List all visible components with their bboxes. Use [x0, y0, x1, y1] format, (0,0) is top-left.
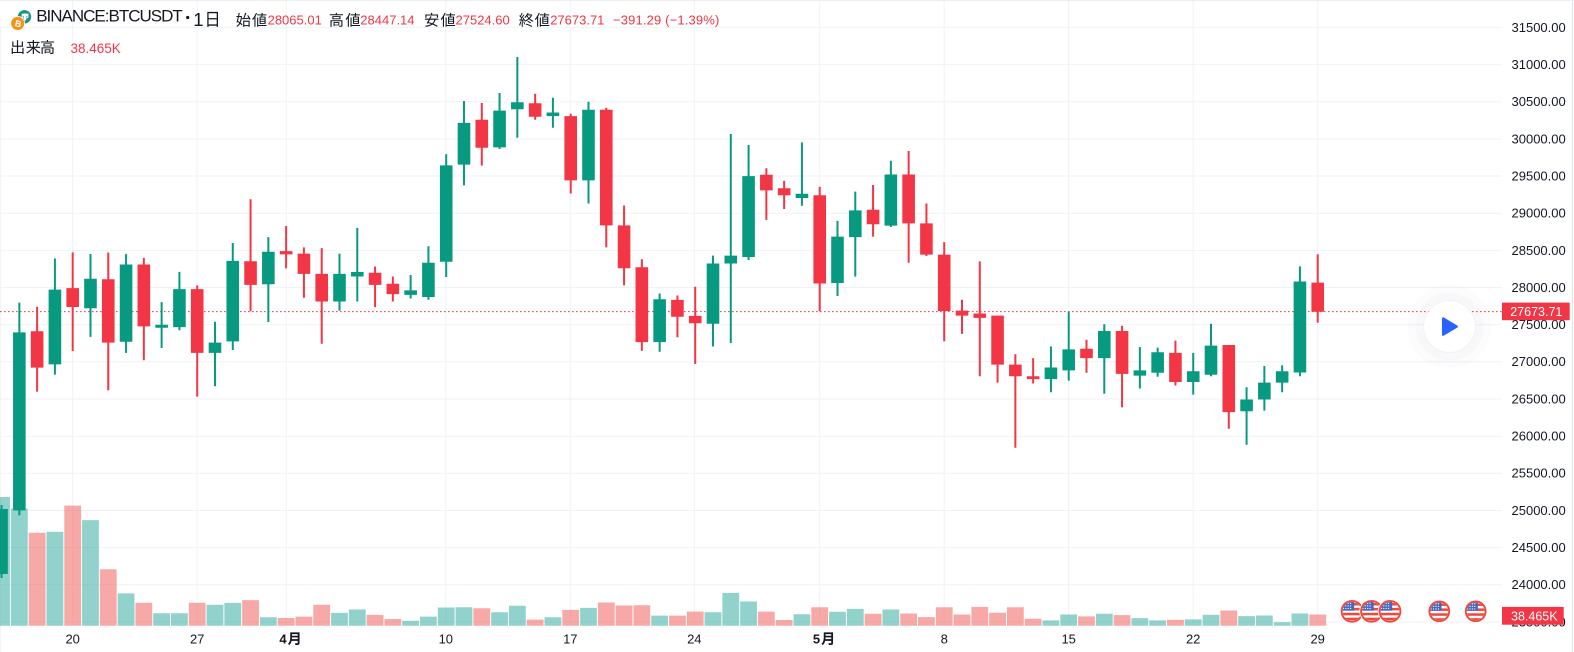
svg-text:28065.01: 28065.01 — [268, 13, 322, 28]
svg-text:17: 17 — [563, 632, 577, 647]
svg-text:24500.00: 24500.00 — [1512, 540, 1566, 555]
svg-text:26000.00: 26000.00 — [1512, 429, 1566, 444]
svg-text:5: 5 — [813, 632, 820, 647]
svg-text:27673.71: 27673.71 — [1510, 305, 1562, 319]
svg-text:25000.00: 25000.00 — [1512, 503, 1566, 518]
svg-text:28000.00: 28000.00 — [1512, 280, 1566, 295]
svg-text:15: 15 — [1061, 632, 1075, 647]
svg-text:25500.00: 25500.00 — [1512, 466, 1566, 481]
svg-text:29500.00: 29500.00 — [1512, 168, 1566, 183]
svg-text:28500.00: 28500.00 — [1512, 243, 1566, 258]
svg-text:31500.00: 31500.00 — [1512, 20, 1566, 35]
svg-text:27673.71: 27673.71 — [550, 13, 604, 28]
svg-text:27: 27 — [190, 632, 204, 647]
svg-text:−391.29 (−1.39%): −391.29 (−1.39%) — [613, 13, 719, 28]
svg-text:1: 1 — [193, 9, 203, 30]
svg-text:28447.14: 28447.14 — [360, 13, 414, 28]
svg-text:38.465K: 38.465K — [71, 41, 121, 56]
svg-text:BINANCE:BTCUSDT: BINANCE:BTCUSDT — [36, 7, 182, 26]
svg-text:22: 22 — [1186, 632, 1200, 647]
svg-text:8: 8 — [941, 632, 948, 647]
svg-text:27000.00: 27000.00 — [1512, 354, 1566, 369]
svg-text:24: 24 — [687, 632, 701, 647]
svg-text:27524.60: 27524.60 — [456, 13, 510, 28]
svg-text:29: 29 — [1310, 632, 1324, 647]
svg-text:30500.00: 30500.00 — [1512, 94, 1566, 109]
svg-text:20: 20 — [65, 632, 79, 647]
svg-text:38.465K: 38.465K — [1511, 609, 1558, 623]
svg-text:4: 4 — [279, 632, 287, 647]
svg-text:30000.00: 30000.00 — [1512, 131, 1566, 146]
svg-text:29000.00: 29000.00 — [1512, 206, 1566, 221]
svg-text:24000.00: 24000.00 — [1512, 577, 1566, 592]
svg-text:10: 10 — [439, 632, 453, 647]
svg-text:27500.00: 27500.00 — [1512, 317, 1566, 332]
svg-text:26500.00: 26500.00 — [1512, 391, 1566, 406]
svg-text:B: B — [14, 18, 23, 29]
svg-text:31000.00: 31000.00 — [1512, 57, 1566, 72]
